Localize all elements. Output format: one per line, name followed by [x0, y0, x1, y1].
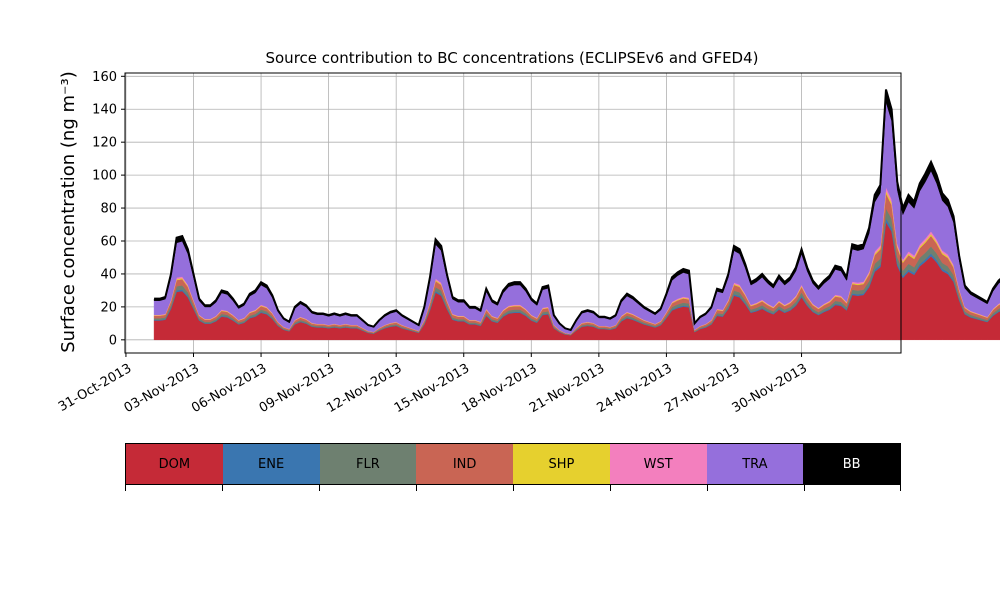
total-line [154, 89, 1000, 332]
x-tick-label: 24-Nov-2013 [595, 361, 675, 416]
legend-tick [416, 485, 417, 491]
y-tick-label: 80 [100, 202, 117, 217]
legend-item-ind: IND [416, 444, 513, 484]
legend-tick [125, 485, 126, 491]
x-tick-label: 06-Nov-2013 [189, 361, 269, 416]
y-tick-label: 160 [92, 70, 117, 85]
legend-tick [222, 485, 223, 491]
legend-item-wst: WST [609, 444, 707, 484]
y-axis-ticks: 0 20 40 60 80 100 120 140 160 [92, 70, 125, 348]
y-axis-label: Surface concentration (ng m⁻³) [58, 71, 79, 353]
y-tick-label: 0 [109, 333, 117, 348]
x-tick-label: 15-Nov-2013 [392, 361, 472, 416]
x-tick-label: 30-Nov-2013 [730, 361, 810, 416]
chart-title: Source contribution to BC concentrations… [265, 49, 758, 67]
y-tick-label: 120 [92, 136, 117, 151]
x-tick-label: 12-Nov-2013 [324, 361, 404, 416]
legend-item-dom: DOM [126, 444, 223, 484]
legend-tick [707, 485, 708, 491]
x-tick-label: 27-Nov-2013 [662, 361, 742, 416]
legend-item-tra: TRA [706, 444, 804, 484]
x-tick-label: 31-Oct-2013 [56, 361, 134, 415]
legend-tick [319, 485, 320, 491]
legend-item-flr: FLR [319, 444, 417, 484]
y-tick-label: 100 [92, 169, 117, 184]
y-tick-label: 140 [92, 103, 117, 118]
legend-colorbar: DOM ENE FLR IND SHP WST TRA BB [125, 443, 901, 485]
grid-lines [125, 73, 901, 353]
legend-tick [804, 485, 805, 491]
y-tick-label: 60 [100, 235, 117, 250]
x-tick-label: 18-Nov-2013 [459, 361, 539, 416]
legend-tick [610, 485, 611, 491]
x-axis-ticks: 31-Oct-201303-Nov-201306-Nov-201309-Nov-… [56, 353, 810, 416]
y-tick-label: 40 [100, 267, 117, 282]
y-tick-label: 20 [100, 300, 117, 315]
legend-item-bb: BB [803, 444, 900, 484]
legend-tick [513, 485, 514, 491]
plot-frame [124, 72, 902, 354]
x-tick-label: 03-Nov-2013 [122, 361, 202, 416]
stacked-areas [153, 89, 1000, 341]
legend-item-ene: ENE [222, 444, 320, 484]
legend-ticks [125, 485, 901, 491]
legend-item-shp: SHP [513, 444, 610, 484]
legend-tick [900, 485, 901, 491]
x-tick-label: 21-Nov-2013 [527, 361, 607, 416]
x-tick-label: 09-Nov-2013 [257, 361, 337, 416]
